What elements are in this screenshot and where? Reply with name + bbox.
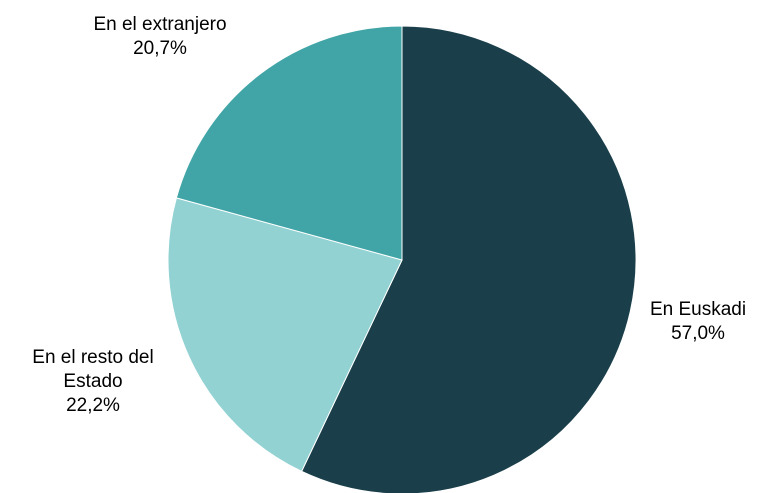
pie-labels: En Euskadi 57,0% En el resto del Estado 22,2… — [32, 14, 746, 416]
pie-slice-name: En Euskadi — [650, 299, 746, 320]
pie-slice-label-1: En el resto del Estado 22,2% — [32, 347, 153, 416]
pie-slices — [167, 25, 637, 493]
pie-slice-label-0: En Euskadi 57,0% — [650, 299, 746, 344]
pie-slice-value: 20,7% — [133, 38, 187, 59]
pie-slice-2 — [175, 25, 403, 261]
pie-slice-name: En el resto del — [32, 347, 153, 368]
pie-slice-name: En el extranjero — [93, 14, 226, 35]
pie-slice-0 — [300, 25, 637, 493]
pie-slice-label-2: En el extranjero 20,7% — [93, 14, 226, 59]
pie-slice-value: 57,0% — [671, 323, 725, 344]
pie-slice-1 — [167, 197, 403, 473]
pie-slice-value: 22,2% — [66, 395, 120, 416]
pie-slice-name: Estado — [63, 371, 122, 392]
